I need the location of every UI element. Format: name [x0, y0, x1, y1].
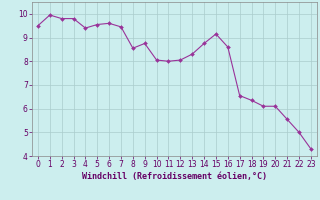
X-axis label: Windchill (Refroidissement éolien,°C): Windchill (Refroidissement éolien,°C) [82, 172, 267, 181]
